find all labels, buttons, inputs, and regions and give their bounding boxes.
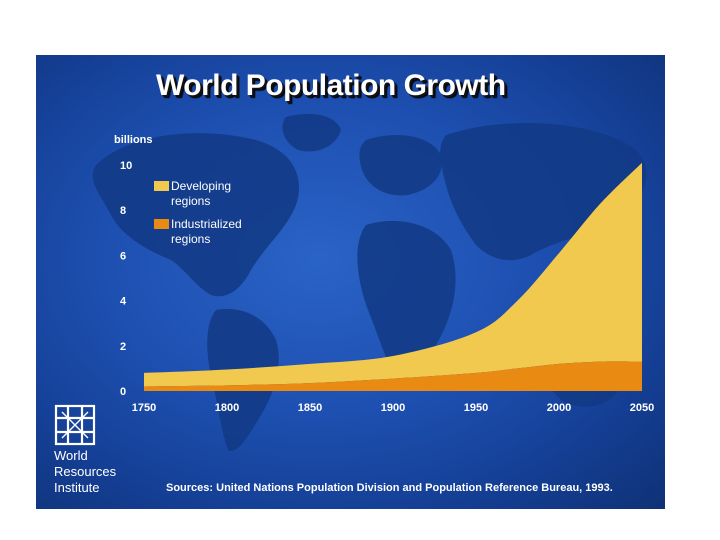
slide-panel: World Population Growth billions 0 2 4 6 8 10 1… [36, 55, 665, 509]
x-tick-label: 1950 [464, 402, 488, 414]
y-tick-label: 4 [120, 296, 127, 308]
map-north-america [92, 133, 300, 297]
x-tick-label: 2000 [547, 402, 571, 414]
chart-canvas: billions 0 2 4 6 8 10 1750 1800 1850 1900 1950 2000 2… [92, 113, 654, 451]
organization-name: World Resources Institute [54, 448, 154, 496]
map-africa [357, 220, 456, 381]
area-industrialized-regions [144, 361, 642, 391]
x-tick-label: 1750 [132, 402, 156, 414]
y-axis-unit-label: billions [114, 134, 153, 146]
legend-swatch [154, 181, 169, 191]
source-note: Sources: United Nations Population Divis… [166, 482, 613, 494]
legend-label: Developing regions [171, 179, 231, 208]
legend-label: Industrialized regions [171, 217, 242, 246]
organization-name-line-3: Institute [54, 480, 100, 495]
y-tick-label: 10 [120, 160, 132, 172]
x-tick-label: 2050 [630, 402, 654, 414]
area-developing-regions [144, 162, 642, 387]
wri-lattice-logo-icon [54, 404, 96, 446]
legend-swatch [154, 219, 169, 229]
x-tick-label: 1800 [215, 402, 239, 414]
organization-name-line-1: World [54, 448, 88, 463]
chart-legend: Developing regions Industrialized regions [154, 179, 242, 246]
x-tick-label: 1900 [381, 402, 405, 414]
organization-name-line-2: Resources [54, 464, 117, 479]
chart-title: World Population Growth [156, 69, 506, 102]
y-tick-label: 0 [120, 386, 126, 398]
y-tick-label: 6 [120, 250, 126, 262]
plot-layer: billions 0 2 4 6 8 10 1750 1800 1850 1900 1950 2000 2… [114, 134, 654, 414]
y-tick-label: 8 [120, 205, 126, 217]
y-tick-label: 2 [120, 341, 126, 353]
map-greenland [282, 113, 341, 152]
x-tick-label: 1850 [298, 402, 322, 414]
map-europe [359, 135, 442, 196]
